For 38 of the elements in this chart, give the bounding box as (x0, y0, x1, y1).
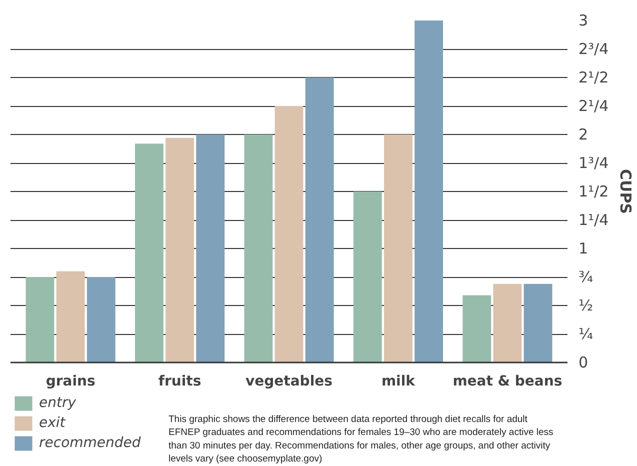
y-tick-label: 1¹/4 (578, 211, 609, 229)
y-tick-label: 2¹/2 (578, 68, 609, 86)
bar (166, 138, 194, 362)
y-tick-label: 2¹/4 (578, 97, 609, 115)
x-tick-label: vegetables (246, 374, 332, 390)
x-tick-label: meat & beans (452, 374, 562, 390)
bar (196, 134, 225, 362)
y-tick-label: 1³/4 (578, 154, 609, 172)
y-tick-label: 2 (578, 126, 588, 144)
bar (493, 284, 522, 362)
bar (462, 295, 492, 362)
bar (244, 134, 273, 362)
y-tick-label: 1 (578, 240, 588, 258)
y-tick-label: 1¹/2 (578, 182, 609, 200)
x-tick-label: grains (46, 374, 96, 390)
legend-label: recommended (39, 434, 141, 452)
y-axis-title: CUPS (616, 169, 635, 214)
bar (524, 284, 552, 362)
legend-label: exit (39, 414, 66, 432)
bar (56, 271, 85, 362)
bar (86, 277, 116, 362)
legend-label: entry (39, 394, 76, 412)
bar (384, 134, 412, 362)
x-tick-label: milk (381, 374, 416, 390)
y-tick-label: ¼ (578, 325, 594, 343)
y-tick-label: 2³/4 (578, 40, 609, 58)
bar (26, 277, 54, 362)
bar (414, 20, 444, 362)
bar (274, 106, 304, 362)
bar (353, 192, 382, 362)
bar (134, 144, 164, 362)
y-tick-label: 0 (578, 354, 588, 372)
x-tick-label: fruits (158, 374, 202, 390)
y-tick-label: 3 (578, 12, 588, 30)
text: This graphic shows the difference between data reported through diet recalls for adult EFNEP graduates and recommendations for females 19–30 who are moderately active less than 30 minutes per day. Recommendations for males, other age groups, and other activity levels vary (see choosemyplate.gov) (168, 414, 554, 464)
y-tick-label: ¾ (578, 268, 594, 286)
y-tick-label: ½ (578, 296, 594, 314)
bar (305, 78, 334, 362)
